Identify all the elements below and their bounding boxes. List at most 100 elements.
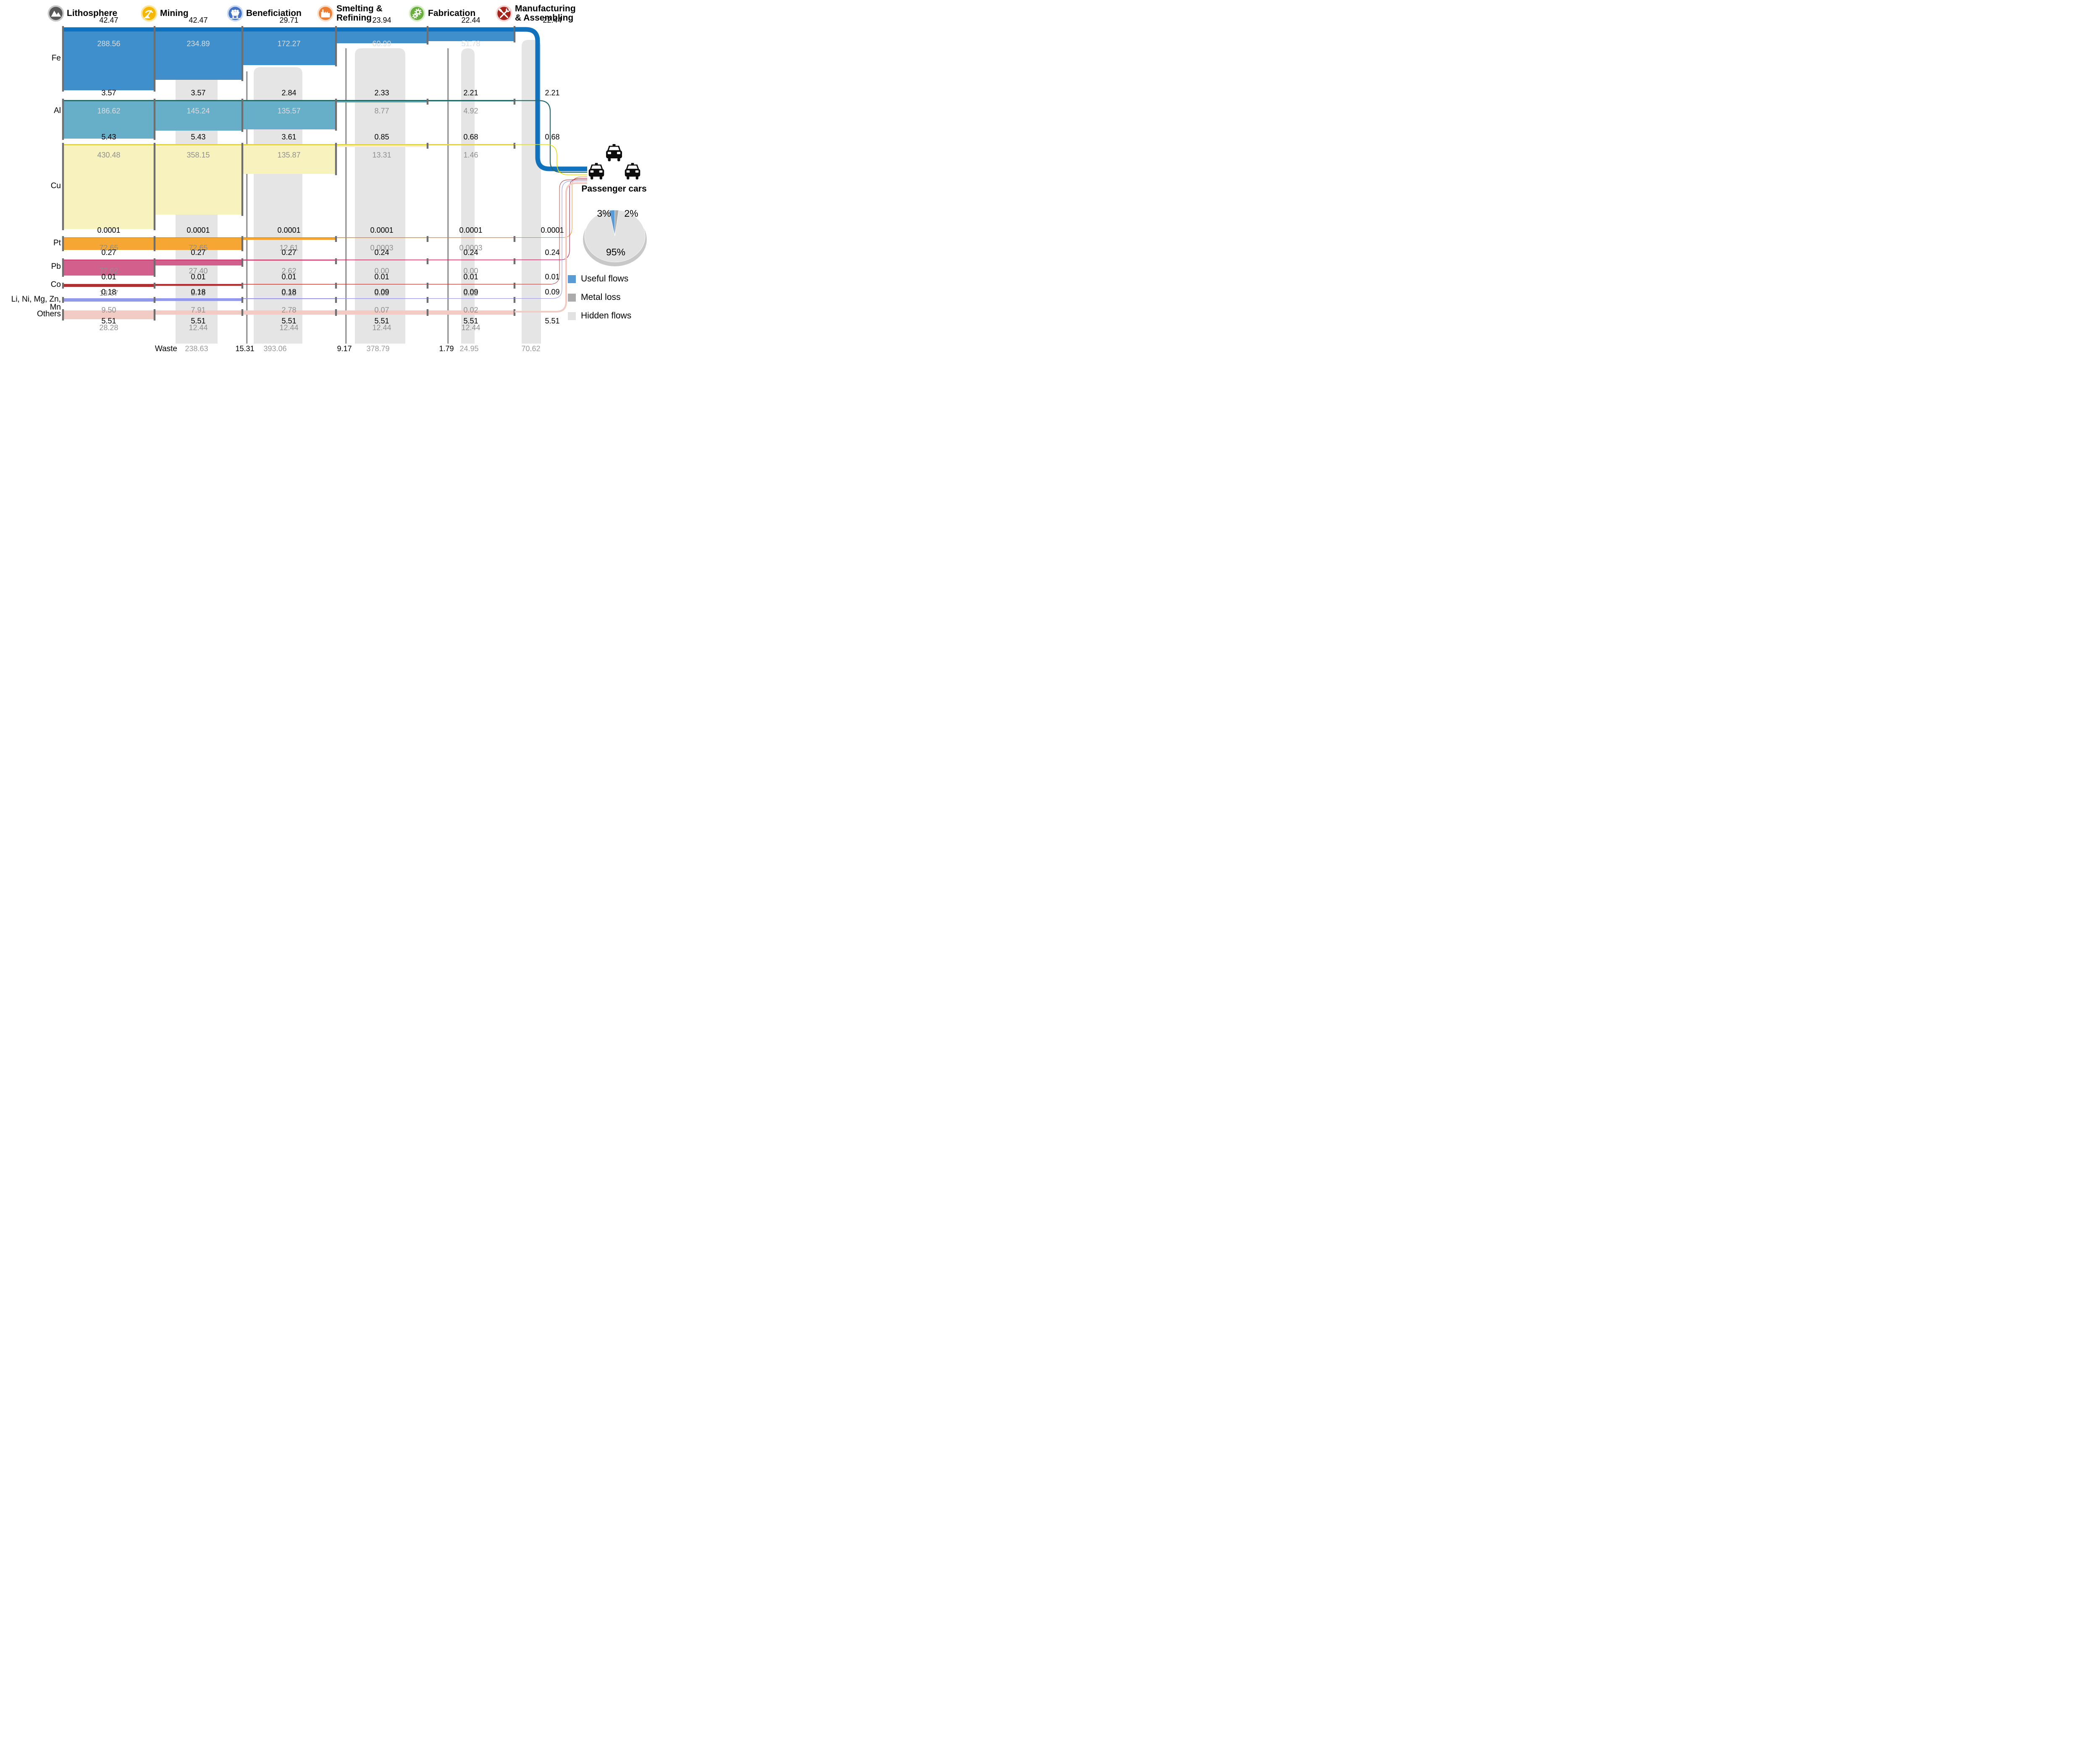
stage-header-lithosphere: Lithosphere — [47, 3, 122, 24]
node-bar — [426, 143, 429, 149]
legend-swatch-useful — [568, 275, 576, 283]
stage-label-beneficiation: Beneficiation — [246, 8, 302, 18]
row-label-pt: Pt — [53, 239, 61, 247]
destination-label: Passenger cars — [581, 184, 647, 194]
flow-band-useful — [64, 27, 154, 32]
node-bar — [241, 26, 244, 81]
node-bar — [241, 258, 244, 267]
waste-label: Waste — [155, 344, 177, 353]
node-bar — [153, 143, 156, 230]
useful-flow-curve — [514, 100, 587, 173]
flow-band-hidden — [64, 298, 154, 302]
node-bar — [153, 297, 156, 303]
row-label-fe: Fe — [51, 54, 61, 63]
stage-header-smelting-refining: Smelting & Refining — [317, 3, 399, 24]
node-bar — [241, 297, 244, 303]
node-bar — [153, 283, 156, 289]
node-bar — [513, 258, 516, 264]
node-bar — [62, 26, 64, 92]
gears-icon — [409, 5, 425, 22]
legend-item-metal-loss: Metal loss — [568, 292, 621, 302]
node-bar — [153, 309, 156, 321]
flow-band-hidden — [337, 144, 427, 147]
node-bar — [153, 26, 156, 92]
factory-icon — [317, 5, 334, 22]
row-label-li-ni-mg-zn-mn: Li, Ni, Mg, Zn, Mn — [11, 295, 61, 312]
node-bar — [62, 143, 64, 230]
flow-band-hidden — [64, 310, 154, 319]
stage-label-lithosphere: Lithosphere — [67, 8, 118, 18]
passenger-cars-icon — [588, 144, 640, 180]
flow-band-hidden — [337, 310, 427, 315]
hidden-flow-waste-column — [461, 48, 475, 344]
node-bar — [426, 258, 429, 264]
row-label-al: Al — [54, 106, 61, 115]
flow-band-useful — [243, 100, 335, 101]
useful-flow-curve — [514, 181, 587, 299]
useful-flow-curve — [514, 27, 587, 171]
flow-band-useful — [337, 237, 427, 238]
flow-band-hidden — [64, 237, 154, 250]
tools-icon — [496, 5, 512, 22]
flow-band-useful — [428, 27, 514, 32]
flow-band-hidden — [155, 260, 242, 265]
stage-header-manufacturing-assembling: Manufacturing & Assembling — [496, 3, 583, 24]
legend-label-hidden: Hidden flows — [581, 311, 632, 321]
legend-item-hidden-flows: Hidden flows — [568, 311, 631, 321]
flow-band-hidden — [155, 237, 242, 250]
pie-label-useful: 3% — [597, 208, 611, 219]
node-bar — [62, 297, 64, 303]
stage-label-manufacturing-assembling: Manufacturing & Assembling — [515, 4, 576, 23]
mountain-icon — [47, 5, 64, 22]
useful-flow-curve — [514, 178, 587, 260]
node-bar — [426, 309, 429, 316]
flow-band-hidden — [64, 284, 154, 287]
metal-loss-line — [345, 48, 347, 344]
flow-band-hidden — [155, 284, 242, 286]
useful-flow-curve — [514, 144, 587, 175]
node-bar — [335, 309, 337, 316]
flow-band-hidden — [64, 260, 154, 276]
flow-band-useful — [243, 237, 335, 238]
node-bar — [241, 309, 244, 316]
node-bar — [513, 26, 516, 42]
node-bar — [513, 99, 516, 105]
node-bar — [62, 258, 64, 277]
flow-band-hidden — [337, 298, 427, 299]
sankey-flows — [62, 26, 587, 344]
flow-band-hidden — [428, 298, 514, 299]
legend-swatch-hidden — [568, 312, 576, 320]
node-bar — [335, 297, 337, 303]
stage-header-fabrication: Fabrication — [409, 3, 483, 24]
pie-slice-hidden-flows — [584, 210, 646, 263]
node-bar — [513, 297, 516, 303]
flow-band-hidden — [428, 310, 514, 315]
flow-band-useful — [155, 144, 242, 145]
stage-header-mining: Mining — [141, 3, 215, 24]
node-bar — [426, 283, 429, 289]
flow-band-hidden — [243, 144, 335, 174]
node-bar — [335, 143, 337, 175]
node-bar — [335, 283, 337, 289]
legend-label-loss: Metal loss — [581, 292, 621, 302]
node-bar — [241, 236, 244, 251]
pickaxe-icon — [141, 5, 158, 22]
stage-header-beneficiation: Beneficiation — [227, 3, 302, 24]
row-label-co: Co — [50, 280, 61, 289]
node-bar — [335, 236, 337, 242]
metal-loss-line — [447, 48, 449, 344]
node-bar — [62, 99, 64, 140]
flow-share-pie-chart — [583, 210, 647, 266]
legend-item-useful-flows: Useful flows — [568, 274, 628, 284]
node-bar — [513, 236, 516, 242]
stage-label-smelting-refining: Smelting & Refining — [336, 4, 383, 23]
node-bar — [335, 99, 337, 131]
stage-label-fabrication: Fabrication — [428, 8, 476, 18]
node-bar — [241, 283, 244, 289]
flow-band-useful — [64, 100, 154, 101]
node-bar — [426, 297, 429, 303]
node-bar — [513, 283, 516, 289]
flow-band-useful — [64, 237, 154, 238]
flow-band-hidden — [155, 27, 242, 80]
sankey-figure: Lithosphere Mining Beneficiation Smeltin… — [0, 0, 649, 356]
